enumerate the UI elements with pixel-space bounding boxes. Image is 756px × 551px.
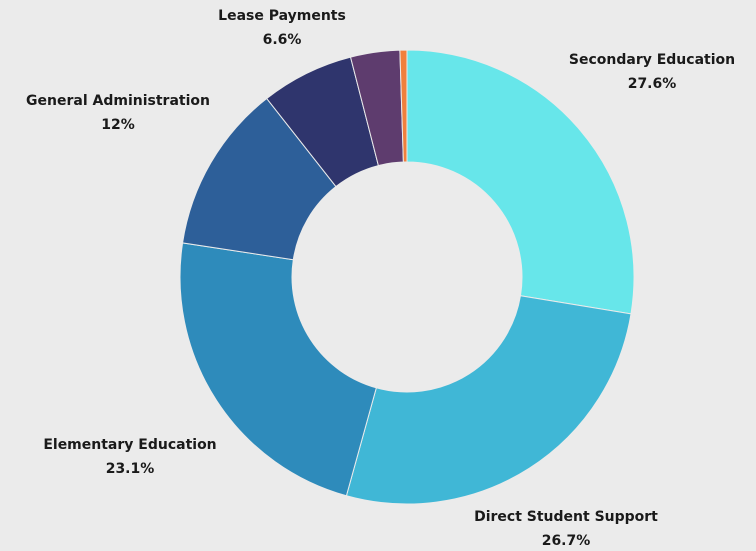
segment-value-label: 6.6%: [263, 32, 302, 48]
donut-segment: [345, 295, 632, 505]
segment-label: Elementary Education: [43, 437, 216, 453]
segment-value-label: 12%: [101, 117, 135, 133]
donut-segment: [399, 49, 408, 163]
segment-label: Lease Payments: [218, 8, 346, 24]
segment-label: General Administration: [26, 93, 210, 109]
donut-segment: [406, 49, 635, 315]
donut-segment: [179, 242, 377, 497]
segment-value-label: 23.1%: [106, 461, 155, 477]
segment-value-label: 26.7%: [542, 533, 591, 549]
segment-label: Direct Student Support: [474, 509, 658, 525]
segment-label: Secondary Education: [569, 52, 735, 68]
segment-value-label: 27.6%: [628, 76, 677, 92]
